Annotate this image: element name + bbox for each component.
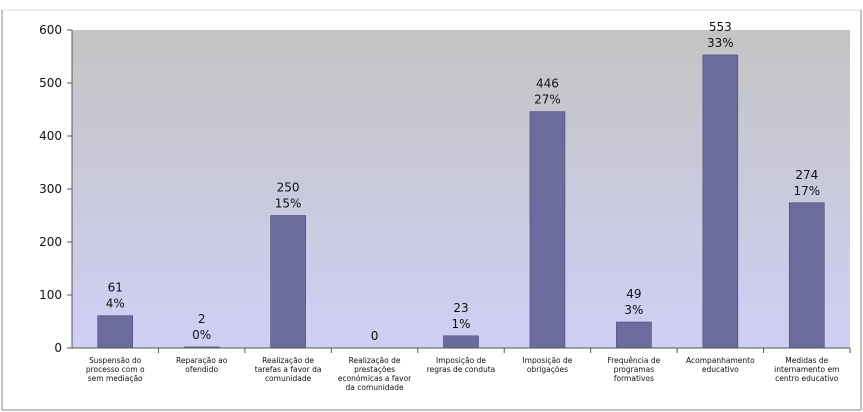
value-labels: 61 4% 2 0% 250 15% 0 23 1% 446 27% 49 3% 553 33% 274 17% (106, 20, 820, 343)
bar (97, 315, 134, 349)
x-category-label-line: Imposição de (436, 356, 486, 365)
x-category-label: Acompanhamento educativo (686, 356, 755, 374)
bar-percent-label: 27% (534, 93, 561, 107)
bar-percent-label: 33% (707, 36, 734, 50)
bar-value-label: 553 (709, 20, 732, 34)
bar-percent-label: 15% (275, 197, 302, 211)
y-axis: 0 100 200 300 400 500 600 (39, 23, 73, 355)
x-category-label-line: formativos (614, 374, 654, 383)
x-category-label-line: Acompanhamento (686, 356, 755, 365)
bar-percent-label: 1% (451, 317, 470, 331)
x-category-label-line: Imposição de (522, 356, 572, 365)
x-category-label-line: Suspensão do (89, 356, 142, 365)
x-category-label-line: educativo (702, 365, 739, 374)
bar-value-label: 0 (371, 329, 379, 343)
x-category-label-line: Realização de (262, 356, 314, 365)
bar-value-label: 274 (795, 168, 818, 182)
bar-value-label: 446 (536, 77, 559, 91)
bar-value-label: 23 (453, 301, 468, 315)
bar (443, 335, 479, 349)
x-category-label: Medidas de internamento em centro educativ… (774, 356, 839, 383)
bar (616, 321, 652, 349)
x-axis: Suspensão do processo com o sem mediação Re… (72, 347, 851, 392)
x-category-label-line: ofendido (185, 365, 218, 374)
x-category-label-line: tarefas a favor da (255, 365, 322, 374)
x-category-label-line: económicas a favor (338, 374, 412, 383)
x-category-label: Frequência de programas formativos (608, 356, 661, 383)
bar-percent-label: 4% (106, 297, 125, 311)
y-tick-label: 0 (54, 341, 62, 355)
y-tick-label: 300 (39, 182, 62, 196)
y-tick-label: 600 (39, 23, 62, 37)
x-category-label-line: Reparação ao (176, 356, 228, 365)
y-tick-label: 500 (39, 76, 62, 90)
bars (97, 54, 825, 349)
y-tick-label: 200 (39, 235, 62, 249)
x-category-label-line: processo com o (86, 365, 145, 374)
x-category-label: Reparação ao ofendido (176, 356, 228, 374)
x-category-label-line: sem mediação (88, 374, 143, 383)
bar-percent-label: 3% (624, 303, 643, 317)
x-category-label: Realização de prestações económicas a favo… (338, 356, 412, 392)
x-category-label-line: da comunidade (346, 383, 404, 392)
x-category-label-line: centro educativo (775, 374, 839, 383)
bar-percent-label: 0% (192, 328, 211, 342)
x-category-label-line: regras de conduta (427, 365, 496, 374)
x-category-label: Imposição de obrigações (522, 356, 572, 374)
bar-value-label: 250 (277, 181, 300, 195)
bar-percent-label: 17% (793, 184, 820, 198)
bar (788, 202, 825, 349)
bar (270, 215, 306, 349)
bar-value-label: 2 (198, 312, 206, 326)
x-category-label-line: comunidade (265, 374, 312, 383)
x-category-label-line: Medidas de (785, 356, 828, 365)
x-category-label: Imposição de regras de conduta (427, 356, 496, 374)
x-category-label-line: obrigações (527, 365, 568, 374)
x-category-label-line: prestações (354, 365, 395, 374)
bar-value-label: 49 (626, 287, 641, 301)
y-tick-label: 100 (39, 288, 62, 302)
x-category-label: Suspensão do processo com o sem mediação (86, 356, 145, 383)
bar-value-label: 61 (108, 281, 123, 295)
y-tick-label: 400 (39, 129, 62, 143)
x-category-label: Realização de tarefas a favor da comunidad… (255, 356, 322, 383)
bar (702, 54, 739, 349)
x-category-label-line: programas (614, 365, 655, 374)
x-category-label-line: internamento em (774, 365, 839, 374)
bar (529, 111, 566, 349)
x-category-label-line: Frequência de (608, 356, 661, 365)
x-category-label-line: Realização de (349, 356, 401, 365)
